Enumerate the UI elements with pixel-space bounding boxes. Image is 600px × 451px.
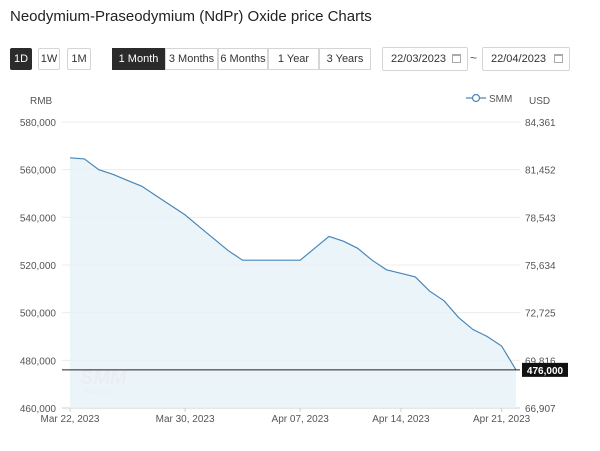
range-button-6-months[interactable]: 6 Months [218,48,268,70]
y-tick-left: 480,000 [20,356,57,367]
legend-label: SMM [489,94,512,105]
y-tick-right: 75,634 [525,261,556,272]
y-tick-left: 580,000 [20,118,57,129]
y-axis-right-title: USD [529,96,550,107]
watermark-text: SMM [80,367,128,389]
end-date-input[interactable]: 22/04/2023 [482,47,570,71]
legend-marker-icon [471,93,481,103]
end-date-value: 22/04/2023 [491,53,547,65]
y-tick-left: 520,000 [20,261,57,272]
x-tick-label: Mar 22, 2023 [41,414,100,425]
last-price-value: 476,000 [527,366,564,377]
y-tick-left: 540,000 [20,213,57,224]
quick-button-1d[interactable]: 1D [10,48,32,70]
x-tick-label: Apr 07, 2023 [272,414,330,425]
x-tick-label: Apr 14, 2023 [372,414,430,425]
y-tick-right: 66,907 [525,404,556,415]
start-date-value: 22/03/2023 [391,53,447,65]
last-price-marker: 476,000 [62,362,568,377]
y-tick-right: 72,725 [525,309,556,320]
last-price-badge [522,362,568,377]
y-axis-right: USD 84,361 81,452 78,543 75,634 72,725 69,816 6… [525,96,556,415]
y-tick-right: 81,452 [525,166,556,177]
price-area-fill [70,157,516,408]
y-tick-left: 560,000 [20,166,57,177]
x-tick-label: Mar 30, 2023 [156,414,215,425]
y-axis-left-title: RMB [30,96,53,107]
range-button-3-years[interactable]: 3 Years [319,48,371,70]
range-button-1-year[interactable]: 1 Year [268,48,319,70]
range-button-3-months[interactable]: 3 Months [165,48,218,70]
y-tick-left: 460,000 [20,404,57,415]
quick-button-1w[interactable]: 1W [38,48,60,70]
price-line [69,157,517,371]
calendar-icon [452,54,461,63]
x-axis: Mar 22, 2023 Mar 30, 2023 Apr 07, 2023 Apr … [41,408,531,425]
range-button-1-month[interactable]: 1 Month [112,48,165,70]
start-date-input[interactable]: 22/03/2023 [382,47,468,71]
page-title: Neodymium-Praseodymium (NdPr) Oxide pric… [10,8,372,25]
y-tick-right: 84,361 [525,118,556,129]
watermark-subtext: SMM.CN [84,389,112,396]
date-separator: ~ [470,51,478,65]
x-tick-label: Apr 21, 2023 [473,414,531,425]
y-tick-right: 69,816 [525,356,556,367]
y-tick-right: 78,543 [525,213,556,224]
calendar-icon [554,54,563,63]
y-tick-left: 500,000 [20,309,57,320]
y-axis-left: RMB 580,000 560,000 540,000 520,000 500,000 48… [20,96,57,415]
quick-button-1m[interactable]: 1M [67,48,91,70]
chart-legend[interactable]: SMM [466,93,512,105]
chart-grid [62,121,520,409]
